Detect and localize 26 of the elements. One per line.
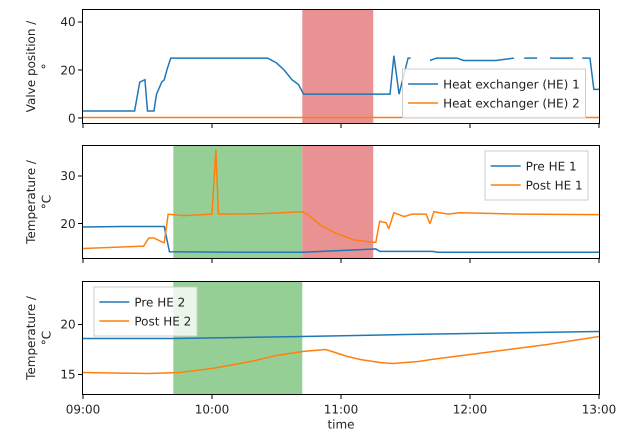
legend-label: Post HE 2 <box>134 314 192 329</box>
y-tick-label: 30 <box>60 169 76 184</box>
y-tick-label: 0 <box>68 111 76 126</box>
legend-label: Heat exchanger (HE) 2 <box>443 96 580 111</box>
x-tick-label: 09:00 <box>66 402 100 416</box>
x-tick-label: 12:00 <box>452 402 488 416</box>
y-axis-title: Temperature / °C <box>24 295 54 381</box>
x-axis-title: time <box>327 417 355 432</box>
legend-label: Pre HE 1 <box>526 160 577 174</box>
y-tick-label: 40 <box>60 15 76 30</box>
legend-label: Heat exchanger (HE) 1 <box>443 78 580 92</box>
legend-label: Pre HE 2 <box>134 296 186 310</box>
x-tick-label: 11:00 <box>324 402 358 416</box>
x-tick-label: 10:00 <box>194 402 230 416</box>
line-series <box>83 226 599 254</box>
legend-label: Post HE 1 <box>526 178 583 193</box>
line-series <box>83 330 599 340</box>
y-tick-label: 20 <box>60 318 76 332</box>
y-axis-title: Temperature / °C <box>24 159 54 245</box>
y-tick-label: 20 <box>60 63 76 78</box>
line-series <box>83 336 599 374</box>
y-tick-label: 20 <box>60 216 76 231</box>
y-tick-label: 15 <box>60 368 76 382</box>
line-series <box>83 149 599 250</box>
x-tick-label: 13:00 <box>582 402 616 416</box>
y-axis-title: Valve position / ° <box>24 20 54 112</box>
